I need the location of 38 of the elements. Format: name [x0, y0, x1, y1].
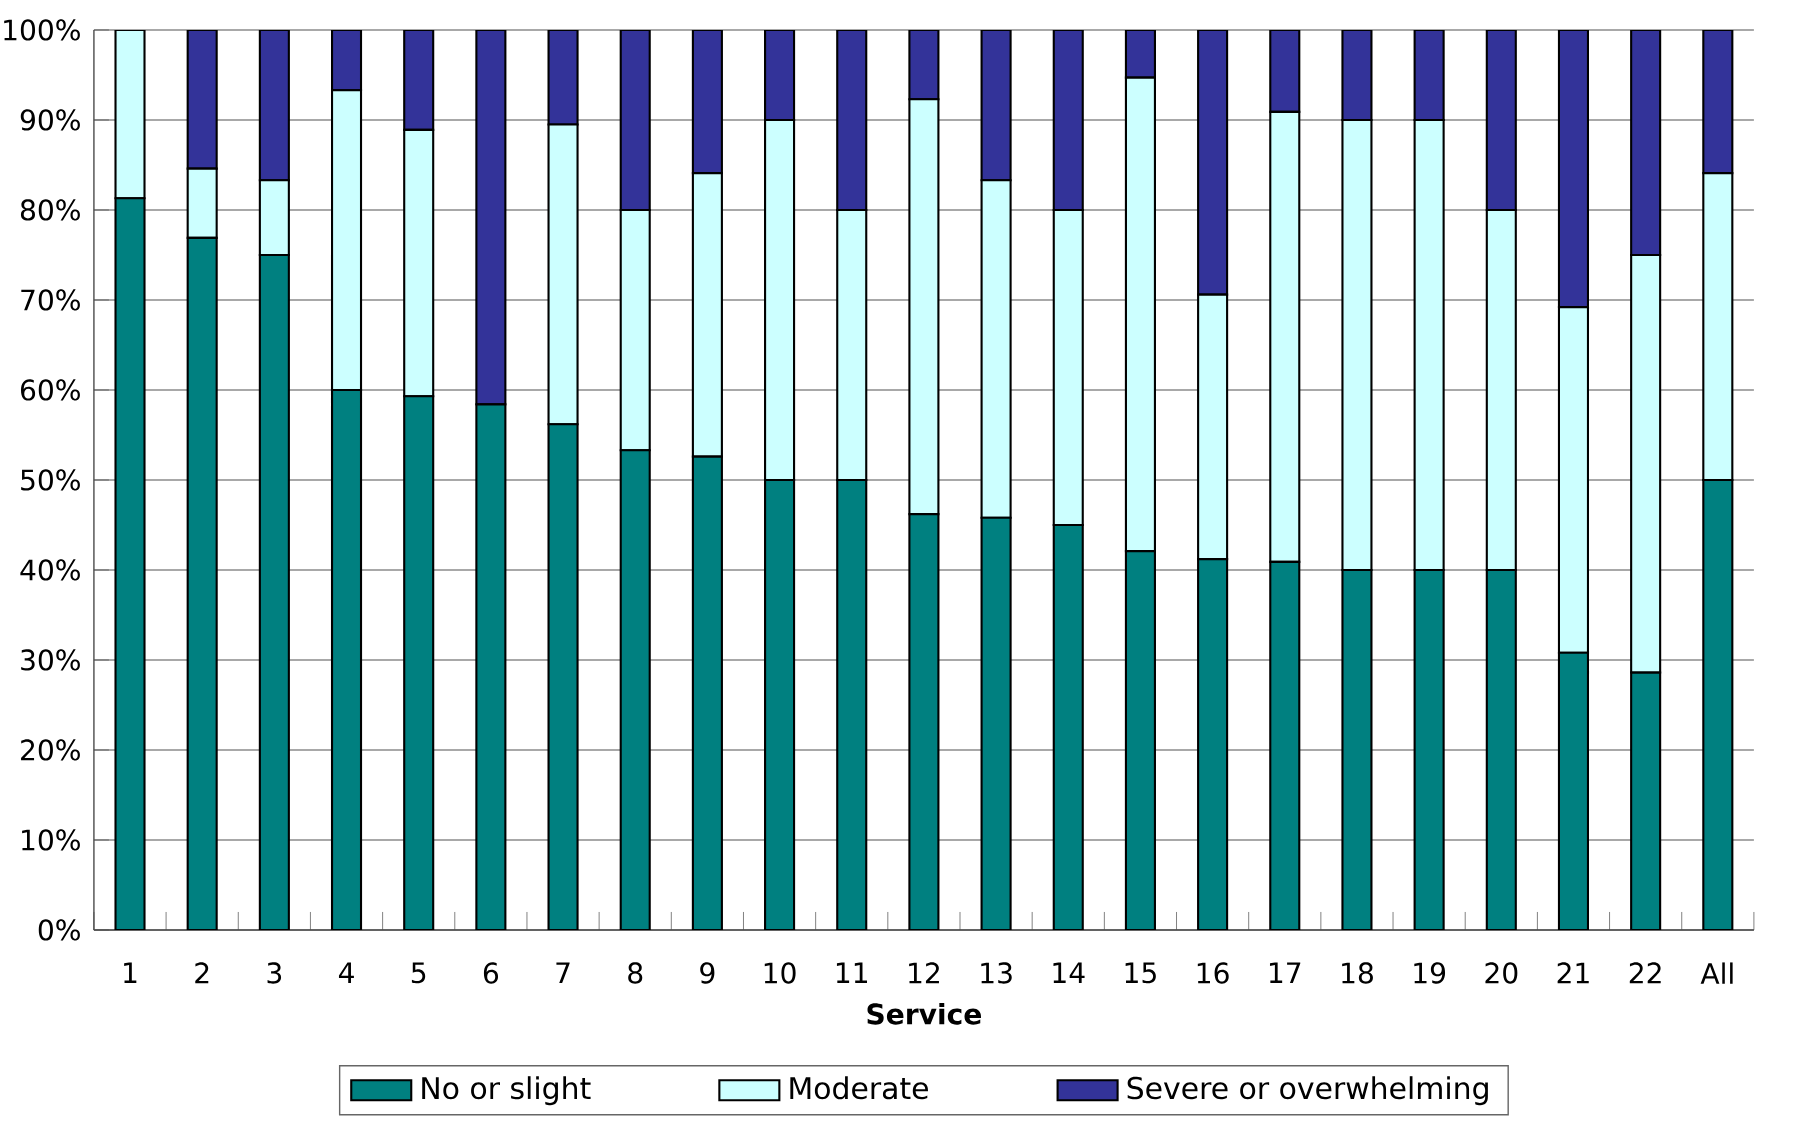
x-tick-label: 7 — [556, 962, 570, 983]
x-axis-title: Service — [867, 1002, 981, 1025]
y-tick-label: 20% — [21, 739, 80, 761]
y-tick-label: 0% — [38, 919, 80, 941]
x-tick-label: 22 — [1629, 962, 1661, 984]
x-tick-label: 16 — [1197, 962, 1229, 984]
x-tick-label: 20 — [1485, 962, 1518, 984]
legend-label: No or slight — [422, 1076, 591, 1106]
x-tick-label: 11 — [836, 962, 867, 983]
x-tick-label: 19 — [1414, 962, 1446, 984]
y-tick-label: 10% — [22, 829, 80, 851]
x-tick-label: 8 — [628, 962, 643, 984]
x-tick-label: 12 — [909, 962, 939, 984]
x-tick-label: All — [1700, 962, 1733, 984]
y-tick-label: 50% — [21, 469, 80, 491]
x-tick-label: 3 — [267, 962, 282, 984]
y-tick-label: 70% — [21, 289, 80, 311]
x-tick-label: 13 — [981, 962, 1012, 984]
y-tick-label: 90% — [20, 109, 80, 131]
x-tick-label: 2 — [195, 962, 209, 984]
y-tick-label: 30% — [21, 649, 80, 671]
legend-label: Severe or overwhelming — [1127, 1076, 1488, 1106]
x-tick-label: 6 — [483, 962, 499, 984]
x-tick-label: 17 — [1269, 962, 1301, 983]
x-tick-label: 10 — [764, 962, 796, 984]
x-tick-label: 15 — [1125, 962, 1156, 984]
x-tick-label: 5 — [411, 962, 426, 984]
y-tick-label: 60% — [20, 379, 80, 401]
x-tick-label: 18 — [1342, 962, 1373, 984]
x-tick-label: 21 — [1557, 962, 1589, 984]
y-tick-label: 100% — [4, 19, 80, 41]
x-tick-label: 1 — [124, 962, 137, 983]
x-tick-label: 4 — [338, 962, 354, 983]
x-tick-label: 9 — [700, 962, 715, 984]
y-tick-label: 40% — [20, 559, 80, 581]
x-tick-label: 14 — [1053, 962, 1085, 983]
y-tick-label: 80% — [20, 199, 80, 221]
legend-label: Moderate — [790, 1076, 928, 1100]
